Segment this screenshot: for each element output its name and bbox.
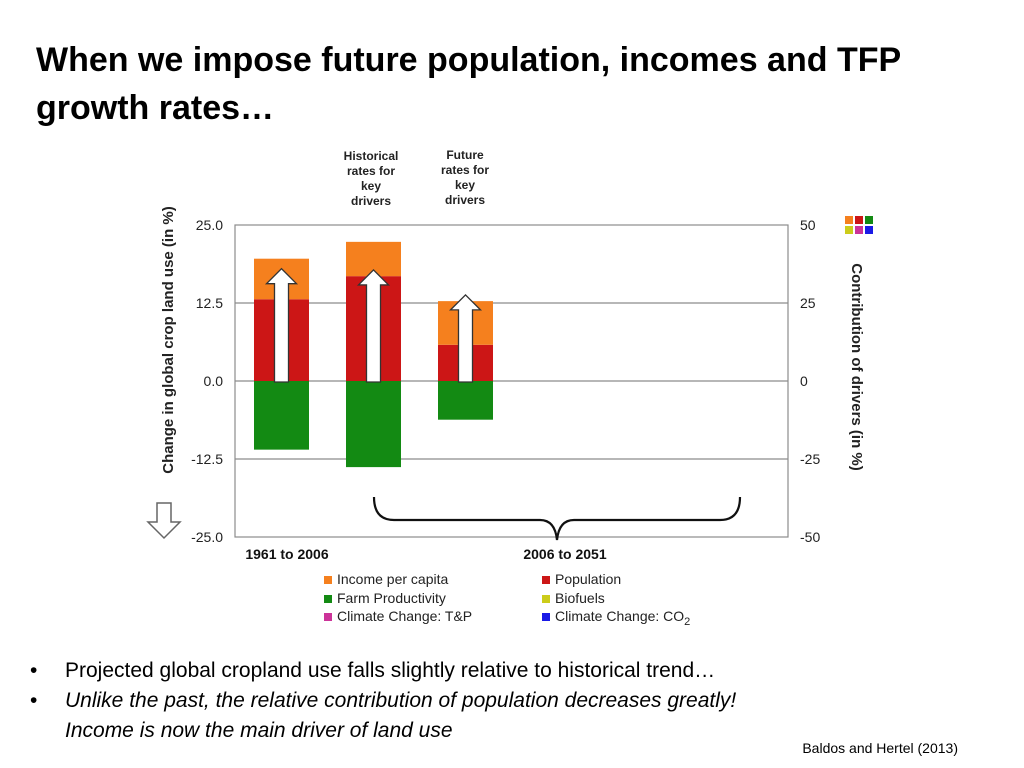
bullet-text: Projected global cropland use falls slig… xyxy=(65,659,716,682)
bullet-text: Unlike the past, the relative contributi… xyxy=(65,689,737,712)
y-tick-label: 25.0 xyxy=(196,217,223,233)
legend-grid-icon-swatch xyxy=(845,216,853,224)
legend-grid-icon-swatch xyxy=(865,216,873,224)
legend-label-farm-productivity: Farm Productivity xyxy=(337,590,446,606)
legend-label-population: Population xyxy=(555,571,621,587)
citation: Baldos and Hertel (2013) xyxy=(802,740,958,756)
legend-swatch-income xyxy=(324,576,332,584)
y-axis-title: Change in global crop land use (in %) xyxy=(160,206,177,474)
legend-label-climate-co2: Climate Change: CO2 xyxy=(555,608,690,628)
legend-swatch-climate-co2 xyxy=(542,613,550,621)
chart: 25.0 50 12.5 25 0.0 0 -12.5 -25 -25.0 -50 Historic… xyxy=(146,148,873,628)
y2-tick-label: -25 xyxy=(800,451,820,467)
bullet-item-1: • Projected global cropland use falls sl… xyxy=(30,656,930,686)
driver-arrow xyxy=(356,269,391,383)
slide-title: When we impose future population, income… xyxy=(36,41,901,127)
legend-swatch-farm-productivity xyxy=(324,595,332,603)
period-label-future: 2006 to 2051 xyxy=(523,546,606,562)
y2-tick-label: 50 xyxy=(800,217,816,233)
legend-swatch-biofuels xyxy=(542,595,550,603)
legend-label-climate-tp: Climate Change: T&P xyxy=(337,608,472,624)
period-brace xyxy=(372,496,742,541)
legend-swatch-population xyxy=(542,576,550,584)
bullet-item-2: • Unlike the past, the relative contribu… xyxy=(30,686,930,716)
y-tick-label: -12.5 xyxy=(191,451,223,467)
y-tick-label: 0.0 xyxy=(204,373,224,389)
legend-swatch-climate-tp xyxy=(324,613,332,621)
legend-label-biofuels: Biofuels xyxy=(555,590,605,606)
y2-tick-label: 25 xyxy=(800,295,816,311)
bullet-marker: • xyxy=(30,659,38,682)
legend-label-income: Income per capita xyxy=(337,571,448,587)
bar-annotation-historical: Historical rates for key drivers xyxy=(344,149,399,208)
legend-grid-icon-swatch xyxy=(855,216,863,224)
bar-segment-farm-productivity xyxy=(438,381,493,420)
y-tick-label: -25.0 xyxy=(191,529,223,545)
y-tick-label: 12.5 xyxy=(196,295,223,311)
legend-grid-icon-swatch xyxy=(855,226,863,234)
bar-segment-farm-productivity xyxy=(346,381,401,468)
period-label-historical: 1961 to 2006 xyxy=(245,546,328,562)
down-arrow-icon xyxy=(146,502,182,540)
y2-tick-label: -50 xyxy=(800,529,820,545)
y2-axis-title: Contribution of drivers (in %) xyxy=(848,263,865,471)
driver-arrow xyxy=(264,267,299,383)
bullet-continuation: Income is now the main driver of land us… xyxy=(65,719,453,742)
bullet-list: • Projected global cropland use falls sl… xyxy=(30,656,930,746)
legend-grid-icon-swatch xyxy=(845,226,853,234)
bar-annotation-future: Future rates for key drivers xyxy=(441,148,489,207)
bullet-marker: • xyxy=(30,689,38,712)
legend-grid-icon-swatch xyxy=(865,226,873,234)
bar-segment-farm-productivity xyxy=(254,381,309,450)
y2-tick-label: 0 xyxy=(800,373,808,389)
driver-arrow xyxy=(448,293,483,383)
